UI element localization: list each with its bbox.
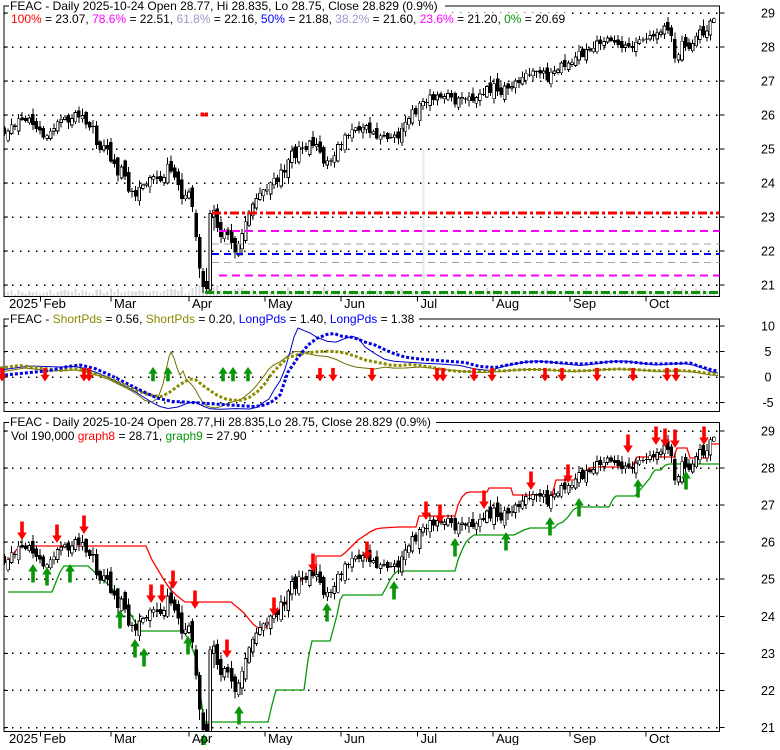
svg-text:29: 29 — [761, 425, 775, 439]
svg-text:23: 23 — [761, 647, 775, 661]
svg-text:22: 22 — [761, 684, 775, 698]
svg-text:24: 24 — [761, 177, 775, 191]
svg-text:Sep: Sep — [573, 731, 596, 745]
svg-text:Jul: Jul — [421, 296, 438, 311]
svg-text:FEAC - ShortPds = 0.56, ShortP: FEAC - ShortPds = 0.56, ShortPds = 0.20,… — [10, 312, 415, 326]
svg-text:Jul: Jul — [421, 731, 438, 745]
svg-text:27: 27 — [761, 499, 775, 513]
svg-text:2025: 2025 — [9, 731, 38, 745]
svg-text:28: 28 — [761, 41, 775, 55]
svg-text:26: 26 — [761, 109, 775, 123]
svg-text:Apr: Apr — [192, 296, 213, 311]
svg-text:21: 21 — [761, 721, 775, 735]
svg-text:Feb: Feb — [44, 296, 66, 311]
svg-text:Mar: Mar — [114, 296, 137, 311]
svg-text:27: 27 — [761, 75, 775, 89]
svg-text:28: 28 — [761, 462, 775, 476]
svg-text:26: 26 — [761, 536, 775, 550]
svg-text:5: 5 — [765, 345, 772, 359]
svg-text:Oct: Oct — [649, 296, 670, 311]
svg-text:Apr: Apr — [192, 731, 213, 745]
svg-text:Jun: Jun — [344, 731, 365, 745]
svg-text:100% = 23.07, 78.6% = 22.51, 6: 100% = 23.07, 78.6% = 22.51, 61.8% = 22.… — [11, 12, 565, 26]
svg-text:22: 22 — [761, 245, 775, 259]
svg-text:24: 24 — [761, 610, 775, 624]
svg-text:10: 10 — [761, 320, 775, 334]
svg-text:FEAC - Daily 2025-10-24 Open 2: FEAC - Daily 2025-10-24 Open 28.77,Hi 28… — [10, 415, 431, 429]
svg-text:Oct: Oct — [649, 731, 670, 745]
svg-text:25: 25 — [761, 143, 775, 157]
svg-text:0: 0 — [765, 371, 772, 385]
svg-text:FEAC - Daily 2025-10-24 Open 2: FEAC - Daily 2025-10-24 Open 28.77, Hi 2… — [10, 0, 438, 13]
svg-text:Aug: Aug — [496, 731, 519, 745]
svg-text:Aug: Aug — [496, 296, 519, 311]
svg-text:2025: 2025 — [9, 296, 38, 311]
svg-text:29: 29 — [761, 7, 775, 21]
svg-text:Sep: Sep — [573, 296, 596, 311]
svg-text:23: 23 — [761, 211, 775, 225]
svg-text:Vol 190,000 graph8 = 28.71, gr: Vol 190,000 graph8 = 28.71, graph9 = 27.… — [11, 429, 247, 443]
svg-text:Jun: Jun — [344, 296, 365, 311]
svg-text:Feb: Feb — [44, 731, 66, 745]
svg-text:21: 21 — [761, 279, 775, 293]
svg-text:-5: -5 — [762, 396, 773, 410]
svg-text:May: May — [268, 296, 293, 311]
svg-text:May: May — [268, 731, 293, 745]
svg-text:Mar: Mar — [114, 731, 137, 745]
svg-text:25: 25 — [761, 573, 775, 587]
